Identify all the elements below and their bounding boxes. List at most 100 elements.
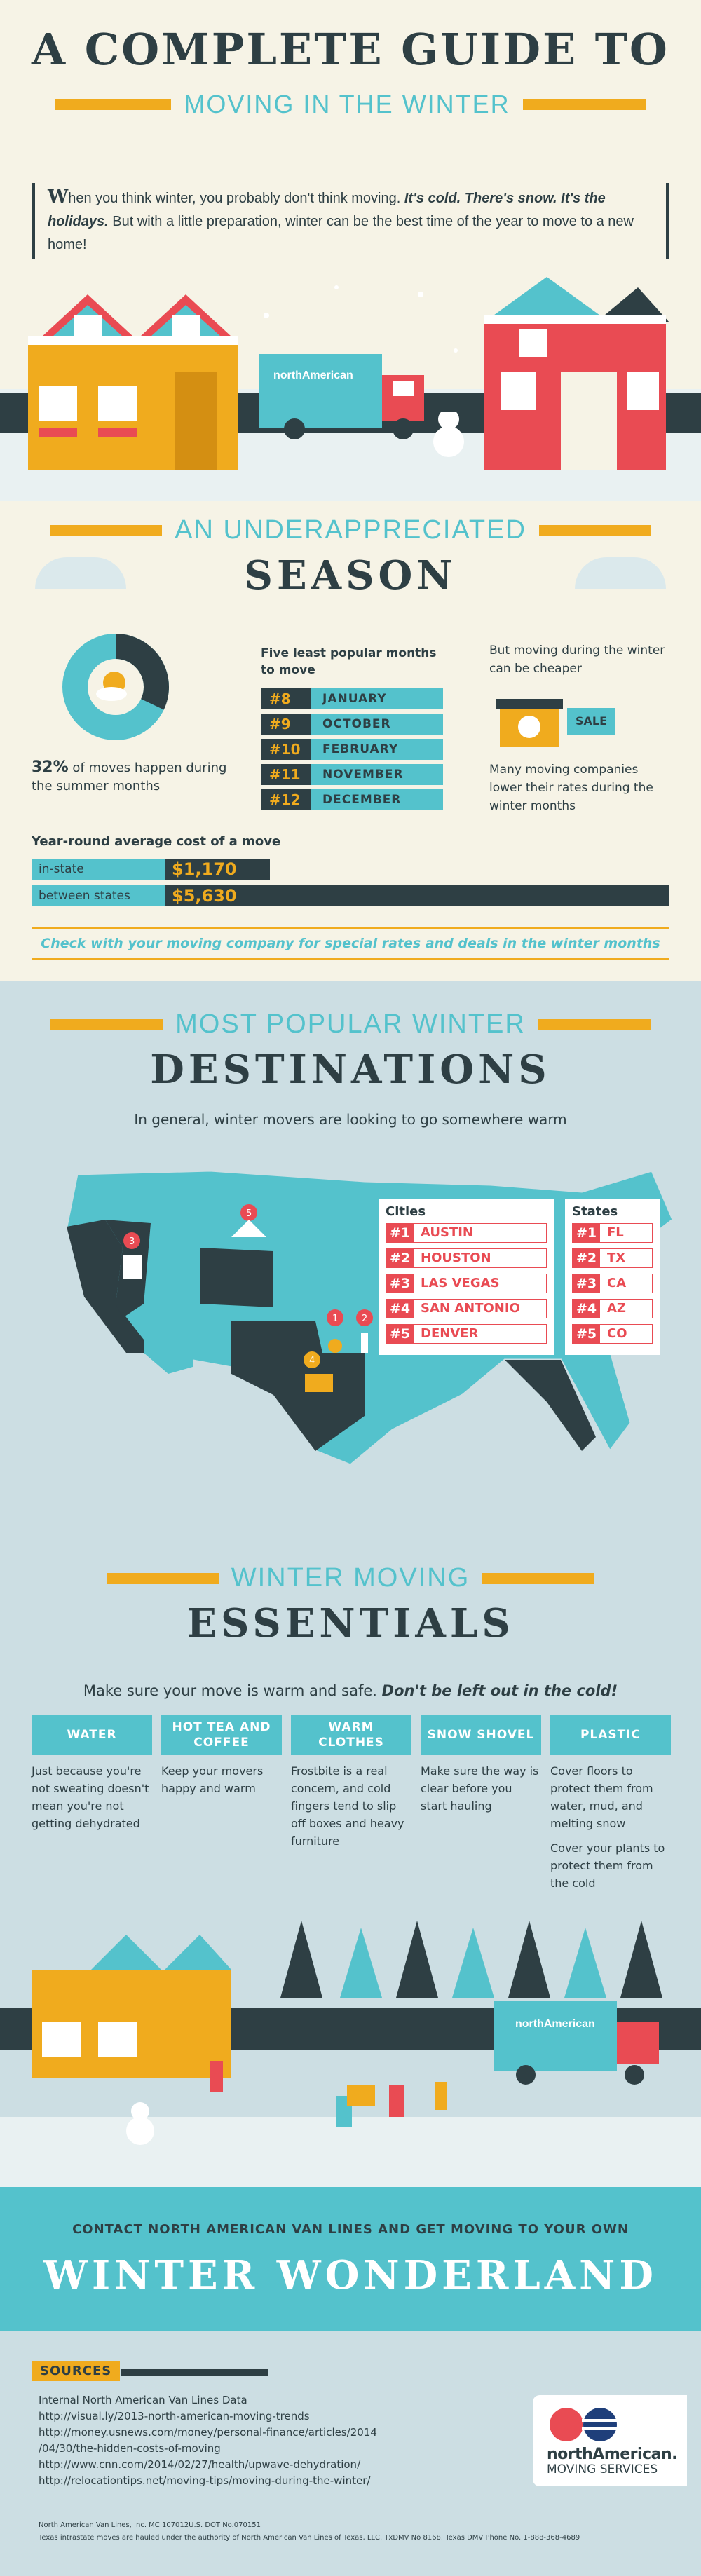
cost-value-bar: $1,170 bbox=[165, 859, 270, 880]
essentials-heading-big: ESSENTIALS bbox=[186, 1600, 515, 1647]
sources-section: SOURCES Internal North American Van Line… bbox=[0, 2331, 701, 2576]
truck-brand: northAmerican bbox=[273, 369, 353, 381]
svg-text:4: 4 bbox=[309, 1356, 315, 1366]
state-rank-row: #3 CA bbox=[572, 1274, 653, 1293]
month-rank: #11 bbox=[261, 764, 311, 785]
city-rank: #2 bbox=[386, 1248, 414, 1268]
essential-title: WARM CLOTHES bbox=[291, 1715, 411, 1755]
state-rank: #2 bbox=[572, 1248, 600, 1268]
special-rates-note: Check with your moving company for speci… bbox=[41, 936, 660, 951]
svg-text:2: 2 bbox=[362, 1314, 367, 1324]
cta-line: CONTACT NORTH AMERICAN VAN LINES AND GET… bbox=[72, 2222, 629, 2237]
month-name: FEBRUARY bbox=[311, 739, 443, 760]
essentials-columns: WATER Just because you're not sweating do… bbox=[32, 1715, 671, 1892]
months-title: Five least popular months to move bbox=[261, 646, 437, 677]
city-name: HOUSTON bbox=[414, 1248, 547, 1268]
month-rank: #8 bbox=[261, 688, 311, 709]
sale-tag: SALE bbox=[567, 708, 616, 735]
pine-trees-icon bbox=[280, 1921, 662, 1998]
map-pin-icon: 2 bbox=[356, 1309, 373, 1326]
essential-title: PLASTIC bbox=[550, 1715, 671, 1755]
source-item: http://money.usnews.com/money/personal-f… bbox=[39, 2426, 377, 2439]
cheaper-text: But moving during the winter can be chea… bbox=[489, 643, 665, 676]
drop-cap: W bbox=[48, 186, 69, 207]
essential-body: Just because you're not sweating doesn't… bbox=[32, 1762, 152, 1832]
rocket-icon bbox=[361, 1333, 368, 1353]
essential-title: HOT TEA AND COFFEE bbox=[161, 1715, 282, 1755]
city-name: DENVER bbox=[414, 1324, 547, 1344]
map-pin-icon: 3 bbox=[123, 1232, 140, 1249]
divider bbox=[482, 1572, 595, 1584]
state-name: CA bbox=[600, 1274, 653, 1293]
cities-title: Cities bbox=[386, 1204, 426, 1219]
divider bbox=[106, 1572, 219, 1584]
winter-street-scene: northAmerican bbox=[0, 266, 701, 501]
source-item: http://visual.ly/2013-north-american-mov… bbox=[39, 2410, 310, 2422]
yellow-house-icon bbox=[28, 294, 238, 470]
florida-shape bbox=[505, 1360, 596, 1451]
states-title: States bbox=[572, 1204, 618, 1219]
city-rank-row: #4 SAN ANTONIO bbox=[386, 1299, 547, 1318]
city-name: LAS VEGAS bbox=[414, 1274, 547, 1293]
essential-text: Keep your movers happy and warm bbox=[161, 1764, 264, 1795]
essential-text: Cover your plants to protect them from t… bbox=[550, 1841, 665, 1890]
state-rank: #4 bbox=[572, 1299, 600, 1318]
city-rank: #1 bbox=[386, 1223, 414, 1243]
cost-title: Year-round average cost of a move bbox=[32, 834, 281, 849]
map-pin-icon: 4 bbox=[304, 1351, 320, 1368]
essential-body: Make sure the way is clear before you st… bbox=[421, 1762, 541, 1815]
cost-value-bar: $5,630 bbox=[165, 885, 669, 906]
legal-line-2: Texas intrastate moves are hauled under … bbox=[39, 2534, 580, 2542]
divider bbox=[538, 524, 651, 536]
month-row: #11 NOVEMBER bbox=[261, 764, 443, 785]
destinations-intro: In general, winter movers are looking to… bbox=[134, 1111, 567, 1128]
state-rank-row: #2 TX bbox=[572, 1248, 653, 1268]
divider bbox=[32, 958, 669, 960]
city-rank: #5 bbox=[386, 1324, 414, 1344]
cloud-icon bbox=[35, 557, 126, 589]
sources-label: SOURCES bbox=[32, 2361, 121, 2381]
divider bbox=[121, 2369, 268, 2376]
mountain-icon bbox=[231, 1220, 266, 1237]
north-american-logo[interactable]: northAmerican. MOVING SERVICES bbox=[533, 2395, 687, 2486]
intro-rest: But with a little preparation, winter ca… bbox=[48, 214, 634, 252]
header: A COMPLETE GUIDE TO MOVING IN THE WINTER bbox=[0, 0, 701, 144]
svg-text:5: 5 bbox=[246, 1208, 252, 1219]
essential-text: Frostbite is a real concern, and cold fi… bbox=[291, 1764, 404, 1848]
moving-truck-icon: northAmerican bbox=[494, 2001, 659, 2085]
call-to-action: CONTACT NORTH AMERICAN VAN LINES AND GET… bbox=[0, 2187, 701, 2331]
svg-text:northAmerican: northAmerican bbox=[515, 2018, 595, 2030]
texas-shape bbox=[231, 1321, 365, 1451]
essential-text: Just because you're not sweating doesn't… bbox=[32, 1764, 149, 1830]
city-name: AUSTIN bbox=[414, 1223, 547, 1243]
city-rank: #3 bbox=[386, 1274, 414, 1293]
lower-rates-text: Many moving companies lower their rates … bbox=[489, 763, 653, 813]
alamo-icon bbox=[305, 1374, 333, 1392]
street-illustration: northAmerican bbox=[28, 277, 669, 470]
page-title: A COMPLETE GUIDE TO bbox=[32, 24, 669, 75]
gift-box-icon bbox=[496, 699, 563, 747]
destinations-heading: MOST POPULAR WINTER bbox=[175, 1009, 526, 1039]
state-rank-row: #5 CO bbox=[572, 1324, 653, 1344]
snowman-icon bbox=[433, 398, 464, 457]
cost-row: between states $5,630 bbox=[32, 885, 669, 906]
summer-percent: 32% bbox=[32, 758, 69, 776]
month-rank: #10 bbox=[261, 739, 311, 760]
cost-label: in-state bbox=[32, 859, 165, 880]
state-name: AZ bbox=[600, 1299, 653, 1318]
least-popular-months: Five least popular months to move #8 JANU… bbox=[261, 645, 443, 815]
legal-line-1: North American Van Lines, Inc. MC 107012… bbox=[39, 2521, 261, 2529]
state-rank: #5 bbox=[572, 1324, 600, 1344]
cost-row: in-state $1,170 bbox=[32, 859, 669, 880]
logo-subtitle: MOVING SERVICES bbox=[547, 2462, 658, 2476]
city-rank-row: #3 LAS VEGAS bbox=[386, 1274, 547, 1293]
source-item: http://www.cnn.com/2014/02/27/health/upw… bbox=[39, 2458, 361, 2471]
month-name: JANUARY bbox=[311, 688, 443, 709]
essential-text: Make sure the way is clear before you st… bbox=[421, 1764, 539, 1813]
destinations-heading-big: DESTINATIONS bbox=[150, 1047, 551, 1093]
north-american-logo-icon bbox=[550, 2408, 618, 2441]
month-row: #12 DECEMBER bbox=[261, 789, 443, 810]
essentials-intro: Make sure your move is warm and safe. Do… bbox=[83, 1682, 618, 1699]
source-item: http://relocationtips.net/moving-tips/mo… bbox=[39, 2474, 371, 2487]
city-rank-row: #2 HOUSTON bbox=[386, 1248, 547, 1268]
